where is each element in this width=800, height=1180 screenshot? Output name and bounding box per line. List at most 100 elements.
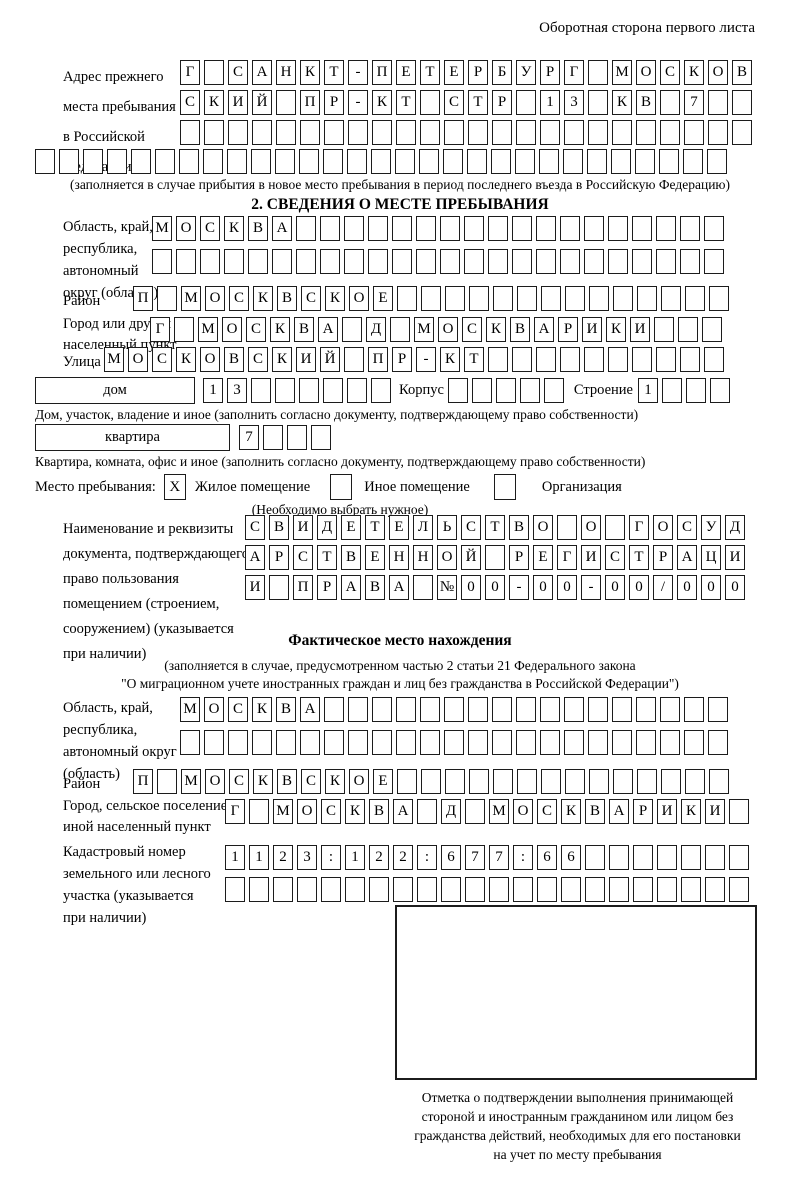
char-cell[interactable]: С xyxy=(228,697,248,722)
char-cell[interactable]: Д xyxy=(725,515,745,540)
char-cell[interactable] xyxy=(395,149,415,174)
char-cell[interactable]: С xyxy=(605,545,625,570)
char-cell[interactable]: О xyxy=(708,60,728,85)
char-cell[interactable]: О xyxy=(297,799,317,824)
char-cell[interactable] xyxy=(536,347,556,372)
char-cell[interactable] xyxy=(272,249,292,274)
char-cell[interactable] xyxy=(654,317,674,342)
char-cell[interactable] xyxy=(589,769,609,794)
char-cell[interactable] xyxy=(656,249,676,274)
char-cell[interactable]: Т xyxy=(468,90,488,115)
char-cell[interactable]: И xyxy=(582,317,602,342)
char-cell[interactable] xyxy=(588,120,608,145)
char-cell[interactable] xyxy=(683,149,703,174)
char-cell[interactable] xyxy=(588,730,608,755)
char-cell[interactable]: И xyxy=(657,799,677,824)
char-cell[interactable]: О xyxy=(437,545,457,570)
char-cell[interactable] xyxy=(287,425,307,450)
char-cell[interactable]: Р xyxy=(558,317,578,342)
char-cell[interactable]: Г xyxy=(557,545,577,570)
char-cell[interactable]: - xyxy=(416,347,436,372)
char-cell[interactable]: С xyxy=(537,799,557,824)
char-cell[interactable]: К xyxy=(440,347,460,372)
char-cell[interactable] xyxy=(540,730,560,755)
char-cell[interactable] xyxy=(588,60,608,85)
char-cell[interactable] xyxy=(444,120,464,145)
char-cell[interactable] xyxy=(324,730,344,755)
char-cell[interactable]: Г xyxy=(150,317,170,342)
char-cell[interactable]: В xyxy=(510,317,530,342)
char-cell[interactable] xyxy=(421,769,441,794)
char-cell[interactable] xyxy=(420,90,440,115)
char-cell[interactable] xyxy=(704,347,724,372)
char-cell[interactable] xyxy=(368,216,388,241)
char-cell[interactable]: А xyxy=(318,317,338,342)
char-cell[interactable] xyxy=(680,249,700,274)
char-cell[interactable]: Е xyxy=(365,545,385,570)
char-cell[interactable]: П xyxy=(133,769,153,794)
char-cell[interactable] xyxy=(263,425,283,450)
char-cell[interactable]: К xyxy=(612,90,632,115)
char-cell[interactable]: С xyxy=(245,515,265,540)
char-cell[interactable] xyxy=(323,149,343,174)
char-cell[interactable] xyxy=(392,216,412,241)
char-cell[interactable] xyxy=(660,120,680,145)
char-cell[interactable]: М xyxy=(152,216,172,241)
char-cell[interactable]: С xyxy=(246,317,266,342)
char-cell[interactable]: М xyxy=(180,697,200,722)
char-cell[interactable] xyxy=(633,877,653,902)
char-cell[interactable] xyxy=(681,845,701,870)
char-cell[interactable] xyxy=(107,149,127,174)
char-cell[interactable] xyxy=(543,378,564,403)
char-cell[interactable] xyxy=(445,286,465,311)
char-cell[interactable] xyxy=(611,149,631,174)
char-cell[interactable] xyxy=(200,249,220,274)
char-cell[interactable]: Г xyxy=(564,60,584,85)
char-cell[interactable] xyxy=(513,877,533,902)
char-cell[interactable]: С xyxy=(229,286,249,311)
char-cell[interactable] xyxy=(536,216,556,241)
char-cell[interactable] xyxy=(465,877,485,902)
char-cell[interactable] xyxy=(227,149,247,174)
char-cell[interactable] xyxy=(157,769,177,794)
char-cell[interactable]: Р xyxy=(492,90,512,115)
document-row-3[interactable]: И П Р А В А № 0 0-0 0-0 0/0 0 0 xyxy=(245,575,745,600)
char-cell[interactable] xyxy=(584,216,604,241)
char-cell[interactable] xyxy=(155,149,175,174)
char-cell[interactable] xyxy=(419,149,439,174)
checkbox-residential[interactable]: X xyxy=(163,474,186,500)
char-cell[interactable]: О xyxy=(205,769,225,794)
char-cell[interactable]: С xyxy=(321,799,341,824)
char-cell[interactable]: К xyxy=(325,769,345,794)
char-cell[interactable]: А xyxy=(393,799,413,824)
char-cell[interactable]: 6 xyxy=(561,845,581,870)
char-cell[interactable] xyxy=(491,149,511,174)
char-cell[interactable]: О xyxy=(128,347,148,372)
char-cell[interactable] xyxy=(612,730,632,755)
char-cell[interactable] xyxy=(296,249,316,274)
char-cell[interactable] xyxy=(324,697,344,722)
char-cell[interactable] xyxy=(661,378,682,403)
char-cell[interactable] xyxy=(729,845,749,870)
char-cell[interactable] xyxy=(371,149,391,174)
region-row-2[interactable] xyxy=(152,249,724,274)
char-cell[interactable] xyxy=(176,249,196,274)
char-cell[interactable]: А xyxy=(609,799,629,824)
char-cell[interactable]: - xyxy=(348,90,368,115)
char-cell[interactable]: / xyxy=(653,575,673,600)
char-cell[interactable] xyxy=(705,877,725,902)
char-cell[interactable]: И xyxy=(581,545,601,570)
char-cell[interactable] xyxy=(585,877,605,902)
char-cell[interactable]: 6 xyxy=(441,845,461,870)
char-cell[interactable]: М xyxy=(612,60,632,85)
char-cell[interactable]: К xyxy=(270,317,290,342)
char-cell[interactable] xyxy=(635,149,655,174)
char-cell[interactable] xyxy=(311,425,331,450)
char-cell[interactable]: Т xyxy=(396,90,416,115)
char-cell[interactable]: : xyxy=(321,845,341,870)
